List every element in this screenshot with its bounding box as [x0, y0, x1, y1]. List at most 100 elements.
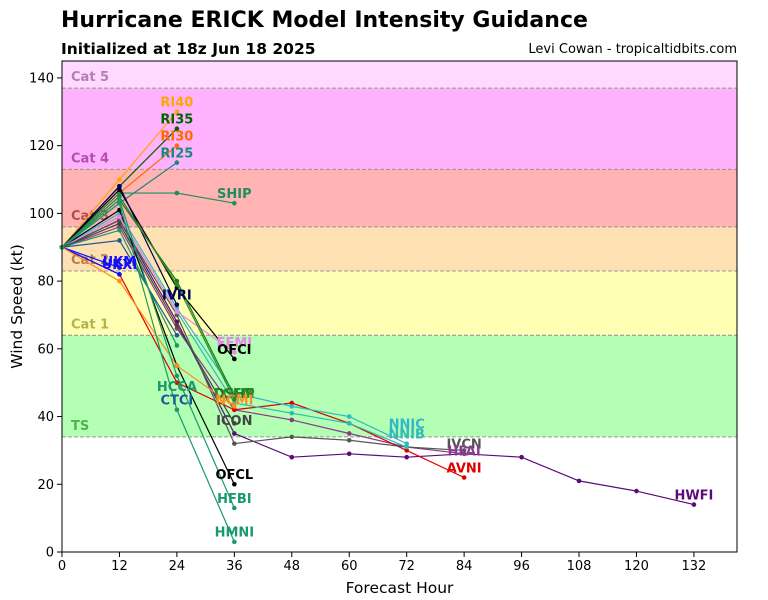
data-point — [289, 400, 295, 406]
data-point — [117, 197, 122, 203]
x-tick-label: 60 — [341, 559, 358, 574]
y-tick-label: 140 — [29, 71, 54, 86]
model-label: RI35 — [160, 113, 193, 128]
model-label: OFCL — [215, 468, 253, 483]
model-label: RI40 — [160, 96, 193, 111]
x-tick-label: 96 — [513, 559, 530, 574]
data-point — [174, 126, 180, 132]
category-label: Cat 3 — [71, 209, 109, 224]
data-point — [232, 404, 237, 409]
x-tick-label: 24 — [169, 559, 186, 574]
model-label: NNIC — [389, 417, 425, 432]
y-tick-label: 120 — [29, 139, 54, 154]
data-point — [232, 356, 237, 362]
data-point — [117, 200, 122, 206]
data-point — [404, 441, 409, 446]
model-label: UKM — [103, 255, 137, 270]
data-point — [232, 505, 237, 511]
model-label: EEMI — [217, 336, 253, 351]
data-point — [174, 190, 180, 196]
model-label: OFCI — [217, 343, 251, 358]
axes: 0 12 24 36 48 60 72 84 96 108 120 132 0 20 40 60 80 100 12… — [29, 60, 738, 574]
series-line — [61, 198, 235, 509]
data-point — [117, 214, 122, 220]
data-point — [232, 421, 237, 426]
series-line — [61, 188, 235, 360]
model-label: HFAI — [448, 444, 481, 459]
data-point — [174, 363, 180, 369]
y-tick-label: 100 — [29, 207, 54, 222]
series-line — [61, 192, 235, 248]
data-point — [346, 421, 352, 426]
x-tick-label: 120 — [624, 559, 649, 574]
y-tick-label: 60 — [37, 342, 54, 357]
x-tick-label: 108 — [567, 559, 592, 574]
model-label: NCMI — [215, 394, 253, 409]
chart-subtitle: Initialized at 18z Jun 18 2025 — [61, 40, 316, 58]
category-band — [62, 61, 737, 89]
model-label: ICON — [216, 414, 252, 429]
series-line — [61, 226, 465, 455]
data-point — [117, 278, 122, 284]
plot-frame — [61, 60, 738, 553]
data-point — [346, 414, 352, 419]
model-label: RI25 — [160, 146, 193, 161]
data-point — [117, 265, 122, 270]
x-tick-label: 48 — [284, 559, 301, 574]
data-point — [174, 302, 180, 308]
data-point — [232, 539, 237, 545]
model-label: SHIP — [217, 187, 252, 202]
x-tick-label: 12 — [111, 559, 128, 574]
data-point — [461, 475, 467, 480]
data-point — [117, 272, 122, 277]
data-point — [232, 397, 237, 402]
y-axis-label: Wind Speed (kt) — [8, 244, 26, 369]
x-tick-label: 84 — [456, 559, 473, 574]
category-band — [62, 169, 737, 227]
data-point — [232, 407, 237, 413]
data-point — [174, 322, 180, 328]
data-point — [232, 481, 237, 487]
category-label: TS — [71, 419, 89, 434]
data-point — [117, 177, 122, 182]
model-label: HMNI — [215, 526, 255, 541]
category-band — [62, 226, 737, 271]
x-tick-label: 0 — [58, 559, 66, 574]
category-label: Cat 1 — [71, 317, 109, 332]
model-label: NNIB — [388, 427, 425, 442]
data-point — [174, 373, 180, 379]
model-lines — [59, 109, 697, 545]
x-axis-label: Forecast Hour — [346, 579, 454, 597]
data-point — [404, 448, 409, 453]
y-tick-label: 0 — [46, 546, 54, 561]
data-point — [232, 431, 237, 436]
data-point — [117, 183, 122, 189]
data-point — [461, 451, 467, 457]
data-point — [404, 444, 409, 450]
y-tick-label: 20 — [37, 478, 54, 493]
x-tick-label: 72 — [398, 559, 415, 574]
model-label: HWFI — [674, 488, 713, 503]
data-point — [174, 343, 180, 348]
data-point — [289, 454, 295, 460]
series-line — [61, 202, 235, 543]
category-label: Cat 4 — [71, 151, 109, 166]
model-label: RI30 — [160, 129, 193, 144]
data-point — [576, 478, 582, 484]
data-point — [232, 441, 237, 446]
data-point — [691, 502, 697, 507]
data-point — [634, 488, 639, 494]
data-point — [232, 200, 237, 206]
data-point — [174, 309, 180, 314]
data-point — [174, 332, 180, 338]
data-point — [289, 434, 295, 440]
credit-text: Levi Cowan - tropicaltidbits.com — [528, 42, 737, 57]
model-label: IVCN — [446, 438, 481, 453]
data-point — [289, 404, 295, 409]
y-tick-label: 40 — [37, 410, 54, 425]
data-point — [289, 417, 295, 423]
data-point — [174, 407, 180, 413]
series-line — [61, 246, 235, 407]
